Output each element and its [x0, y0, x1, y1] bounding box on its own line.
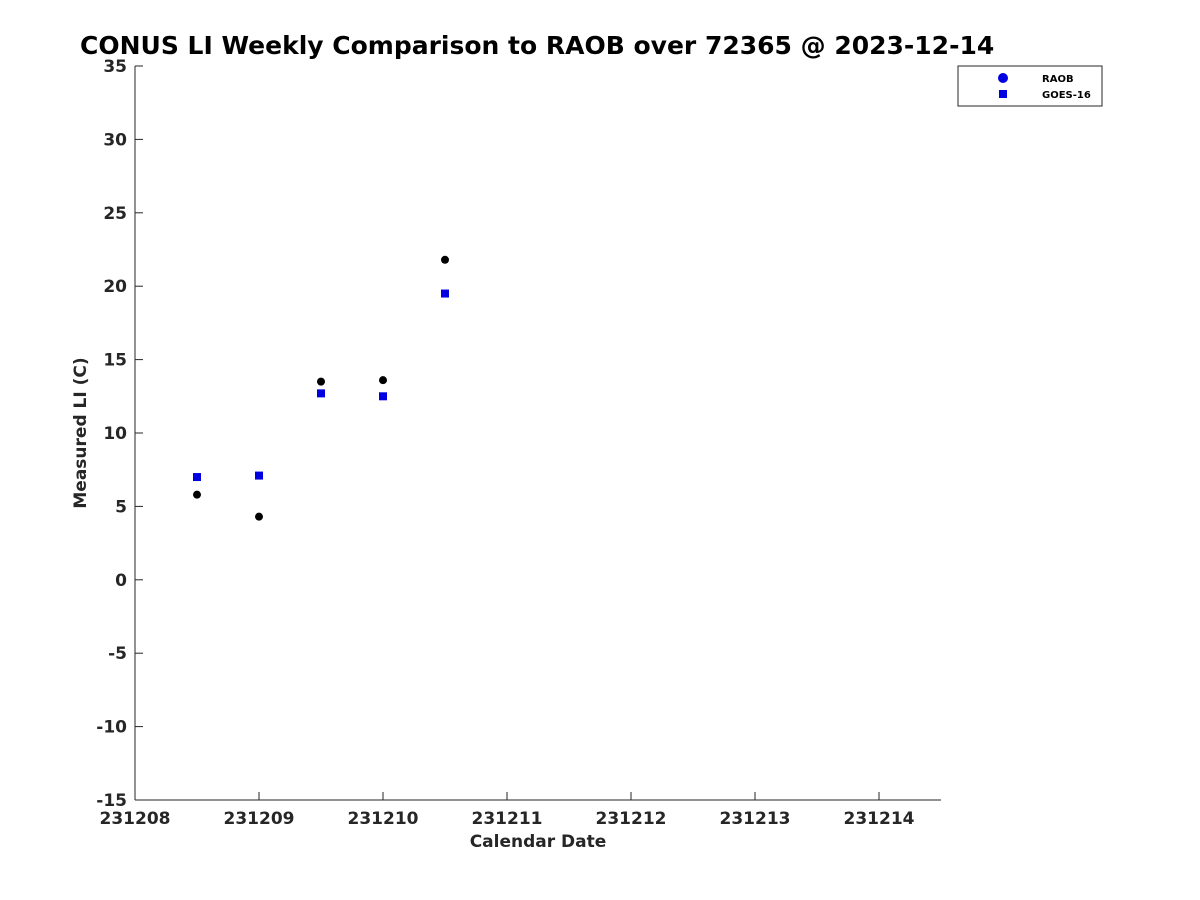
legend-label-raob: RAOB	[1042, 74, 1074, 85]
legend: RAOB GOES-16	[957, 65, 1103, 107]
legend-box	[957, 65, 1103, 107]
legend-marker-goes-16	[999, 90, 1007, 98]
raob-point	[441, 255, 449, 264]
x-ticks: 231208 231209 231210 231211 231212 231213 2312…	[100, 792, 915, 829]
y-tick-label: 20	[103, 277, 127, 297]
y-ticks: 35 30 25 20 15 10 5 0 -5 -10 -15	[96, 57, 143, 811]
y-tick-label: 25	[103, 204, 127, 224]
y-tick-label: 5	[115, 497, 127, 517]
x-tick-label: 231209	[224, 809, 295, 829]
x-axis-label: Calendar Date	[470, 832, 607, 852]
raob-point	[317, 377, 325, 386]
y-tick-label: -15	[96, 791, 127, 811]
goes-16-point	[379, 392, 387, 401]
y-axis-label: Measured LI (C)	[71, 357, 91, 508]
y-tick-label: 30	[103, 130, 127, 150]
raob-point	[193, 490, 201, 499]
raob-point	[379, 376, 387, 385]
x-tick-label: 231213	[720, 809, 791, 829]
goes-16-point	[255, 471, 263, 480]
raob-point	[255, 512, 263, 521]
x-tick-label: 231211	[472, 809, 543, 829]
axes	[134, 66, 941, 801]
data-points	[193, 255, 449, 521]
y-tick-label: 15	[103, 351, 127, 371]
x-tick-label: 231208	[100, 809, 171, 829]
legend-marker-raob	[998, 73, 1008, 83]
legend-label-goes-16: GOES-16	[1042, 90, 1091, 101]
x-tick-label: 231210	[348, 809, 419, 829]
goes-16-point	[317, 389, 325, 398]
y-tick-label: 35	[103, 57, 127, 77]
goes-16-point	[193, 473, 201, 482]
y-tick-label: -5	[108, 644, 127, 664]
x-tick-label: 231214	[844, 809, 915, 829]
x-tick-label: 231212	[596, 809, 667, 829]
y-tick-label: 10	[103, 424, 127, 444]
goes-16-point	[441, 289, 449, 298]
chart-title: CONUS LI Weekly Comparison to RAOB over …	[80, 31, 994, 60]
y-tick-label: -10	[96, 718, 127, 738]
y-tick-label: 0	[115, 571, 127, 591]
